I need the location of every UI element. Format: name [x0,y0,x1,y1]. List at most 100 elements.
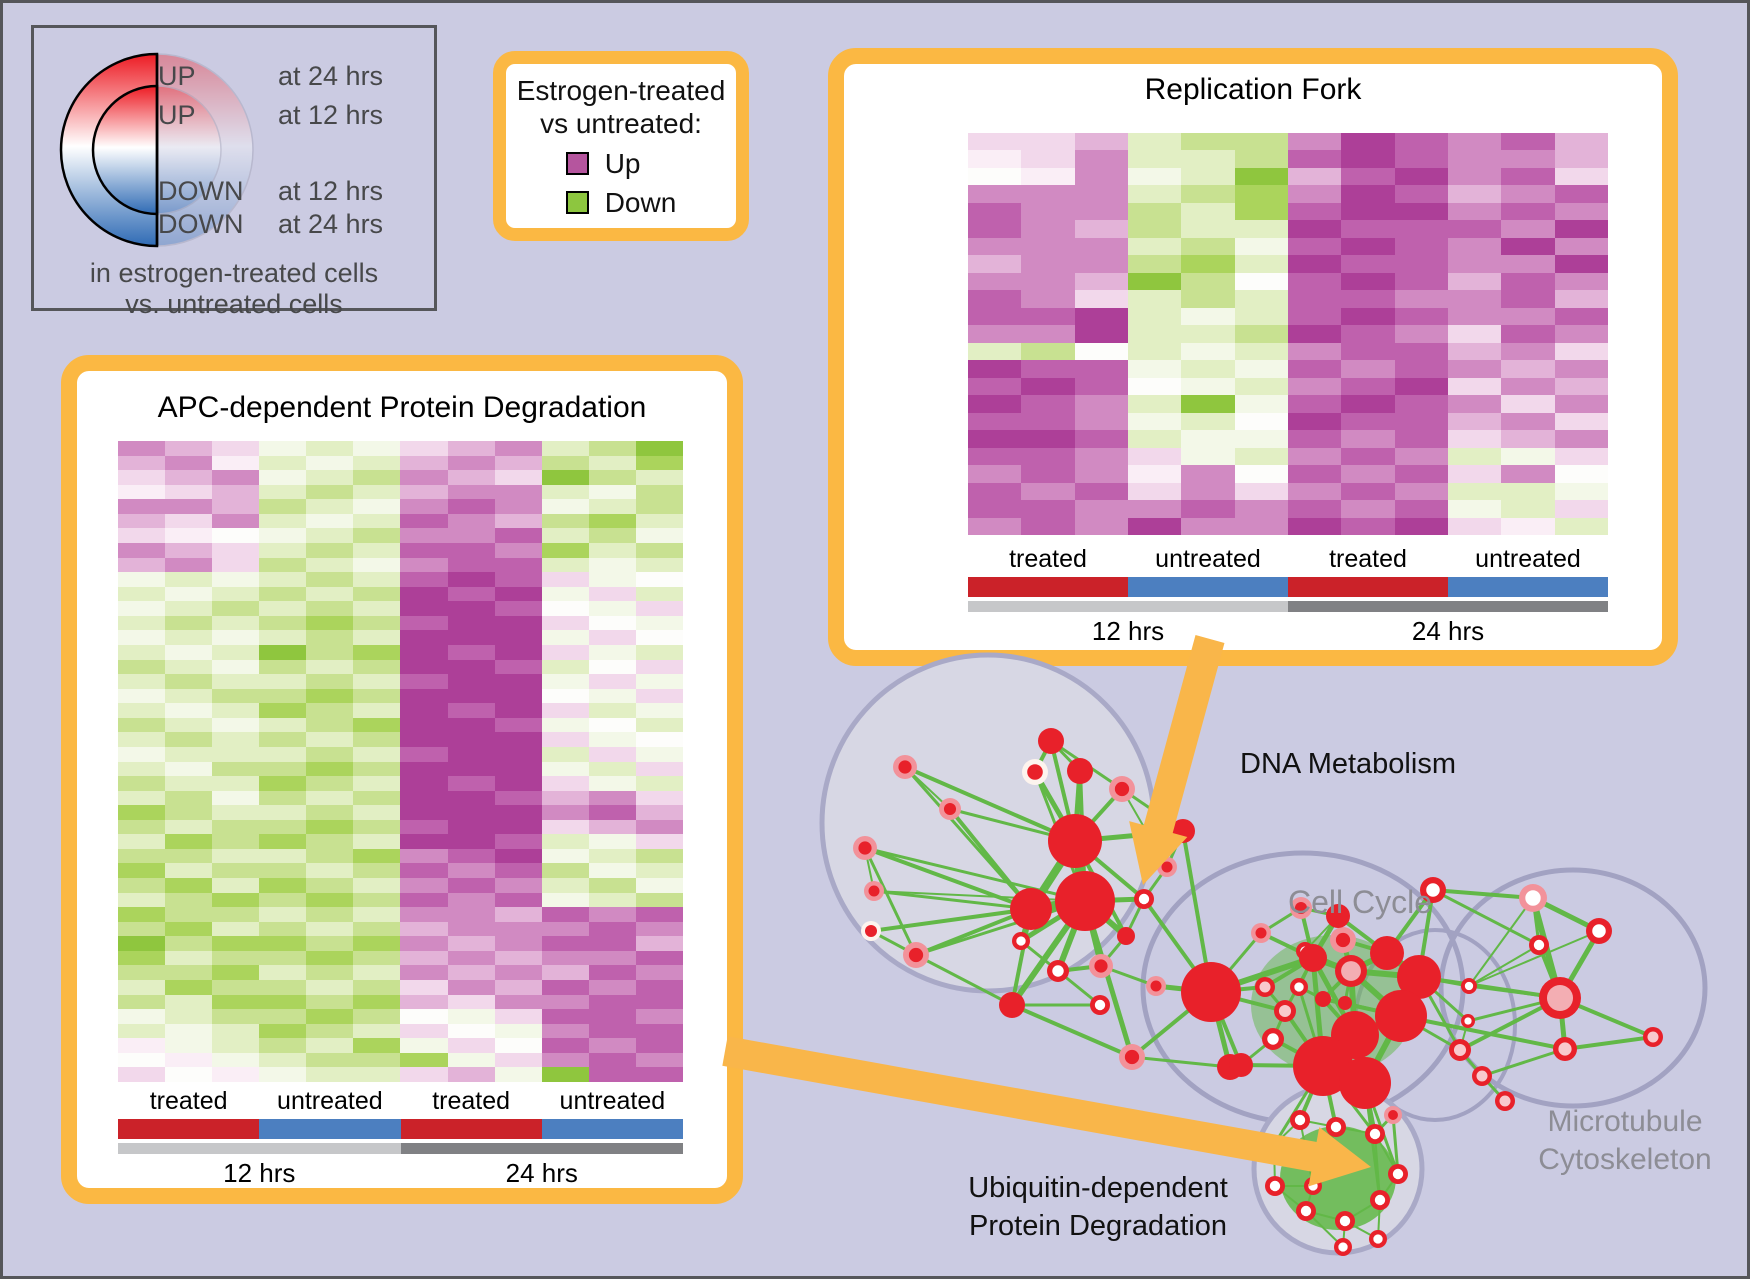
heatmap-cell [353,980,401,995]
network-edge [1057,969,1101,1007]
heatmap-cell [1127,255,1182,273]
heatmap-cell [118,819,166,835]
heatmap-cell [494,878,542,893]
heatmap-cell [447,950,495,966]
network-edge [1374,1133,1399,1175]
heatmap-cell [1554,185,1608,203]
heatmap-cell [118,601,166,616]
heatmap-cell [212,528,260,543]
heatmap-cell [1074,517,1128,535]
network-edge [1458,1049,1484,1077]
heatmap-cell [968,290,1022,308]
heatmap-cell [447,994,495,1010]
heatmap-cell [588,470,636,485]
heatmap-cell [447,484,495,500]
heatmap-cell [588,644,636,660]
heatmap-cell [165,455,213,471]
heatmap-cell [165,717,213,733]
heatmap-cell [447,688,495,704]
heatmap-cell [212,615,260,631]
heatmap-cell [1447,167,1502,186]
heatmap-cell [1234,220,1288,238]
heatmap-cell [1394,133,1448,151]
heatmap-cell [447,848,495,864]
network-edge [1468,897,1534,987]
heatmap-cell [212,499,260,514]
heatmap-cell [494,863,542,879]
heatmap-cell [1447,272,1502,291]
heatmap-cell [635,499,683,514]
heatmap-cell [400,470,448,485]
network-node-w [1290,1110,1310,1130]
heatmap-cell [541,950,589,966]
heatmap-cell [353,1067,401,1082]
network-node-w [1586,918,1612,944]
network-edge [1312,955,1352,974]
heatmap-cell [1287,342,1342,361]
heatmap-cell [1021,255,1075,273]
heatmap-cell [447,513,495,529]
time-label: 24 hrs [505,1158,578,1188]
legend-dir-1: UP [158,100,196,130]
heatmap-cell [968,237,1022,256]
heatmap-cell [1447,185,1502,203]
heatmap-cell [494,441,542,456]
heatmap-cell [165,1009,213,1024]
network-node-core [1558,1042,1572,1056]
condition-bar [118,1119,260,1139]
heatmap-cell [1394,307,1448,326]
network-edge [1321,997,1357,1037]
heatmap-cell [494,674,542,689]
heatmap-cell [1021,430,1075,448]
heatmap-cell [353,528,401,543]
heatmap-cell [447,528,495,543]
heatmap-cell [1127,360,1182,378]
network-edge [873,890,1086,902]
condition-label: treated [1329,545,1407,573]
heatmap-cell [259,892,307,908]
heatmap-cell [541,776,589,791]
heatmap-cell [1341,202,1395,221]
heatmap-cell [400,1009,448,1024]
heatmap-cell [968,517,1022,535]
network-edge [1468,984,1561,1000]
heatmap-cell [1127,202,1182,221]
dna-metabolism-label: DNA Metabolism [1240,748,1456,780]
heatmap-cell [588,965,636,981]
network-node-core [1339,1215,1351,1227]
network-node-s [1293,1036,1353,1096]
network-node-core [1499,1095,1511,1107]
heatmap-cell [1554,517,1608,535]
heatmap-cell [635,630,683,645]
heatmap-cell [968,325,1022,343]
network-node-p [1472,1066,1492,1086]
heatmap-cell [259,470,307,485]
heatmap-cell [968,255,1022,273]
time-label: 12 hrs [1091,616,1165,646]
network-node-s [1048,814,1102,868]
network-node-hp [1330,927,1356,953]
heatmap-cell [635,907,683,922]
network-edge [1208,991,1233,1068]
network-edge [864,846,1086,903]
heatmap-cell [494,601,542,616]
network-edge [1557,997,1568,1050]
network-node-s [1338,996,1352,1010]
heatmap-cell [259,528,307,543]
network-edge [1343,970,1353,1004]
heatmap-cell [306,1009,354,1024]
heatmap-cell [259,1052,307,1068]
heatmap-cell [212,980,260,995]
heatmap-cell [259,1038,307,1053]
heatmap-cell [447,557,495,573]
heatmap-cell [353,878,401,893]
heatmap-cell [118,674,166,689]
heatmap-cell [353,513,401,529]
heatmap-cell [259,513,307,529]
up-color-swatch [565,152,589,175]
network-node-core [1294,1114,1306,1126]
heatmap-cell [306,994,354,1010]
heatmap-cell [1074,342,1128,361]
heatmap-cell [635,470,683,485]
heatmap-cell [306,557,354,573]
